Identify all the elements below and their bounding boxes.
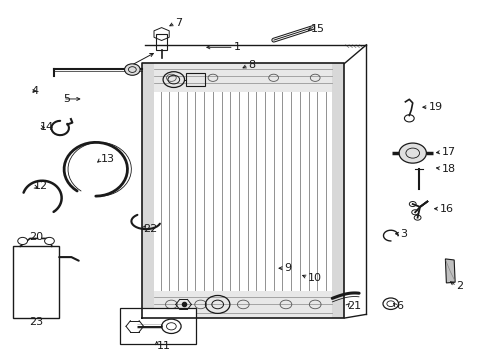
Text: 23: 23	[29, 317, 43, 327]
Circle shape	[398, 143, 426, 163]
Text: 1: 1	[233, 42, 240, 52]
Bar	[142, 63, 154, 318]
Text: 8: 8	[248, 60, 255, 70]
Text: 9: 9	[284, 263, 291, 273]
Text: 21: 21	[346, 301, 360, 311]
Polygon shape	[445, 259, 454, 283]
Text: 6: 6	[396, 301, 403, 311]
Text: 16: 16	[439, 204, 452, 214]
Text: 10: 10	[307, 273, 321, 283]
Bar	[331, 63, 344, 318]
Text: 7: 7	[175, 18, 182, 28]
Text: 13: 13	[101, 154, 115, 164]
Text: 14: 14	[40, 122, 54, 132]
Text: 15: 15	[310, 24, 324, 34]
Bar	[120, 309, 195, 344]
Text: 4: 4	[31, 86, 39, 96]
Text: 22: 22	[143, 225, 157, 234]
Text: 17: 17	[441, 147, 455, 157]
Text: 5: 5	[63, 94, 70, 104]
Circle shape	[44, 237, 54, 244]
Text: 18: 18	[441, 163, 455, 174]
Text: 11: 11	[157, 341, 170, 351]
Bar	[142, 63, 344, 318]
Text: 2: 2	[456, 281, 463, 291]
Circle shape	[18, 237, 27, 244]
Bar	[156, 34, 167, 50]
Bar	[13, 246, 59, 318]
Circle shape	[124, 64, 140, 75]
Text: 19: 19	[428, 102, 442, 112]
Bar	[142, 63, 344, 92]
Bar	[142, 291, 344, 318]
Text: 12: 12	[34, 181, 48, 192]
Text: 20: 20	[29, 232, 43, 242]
Text: 3: 3	[400, 229, 407, 239]
Bar	[185, 73, 204, 86]
